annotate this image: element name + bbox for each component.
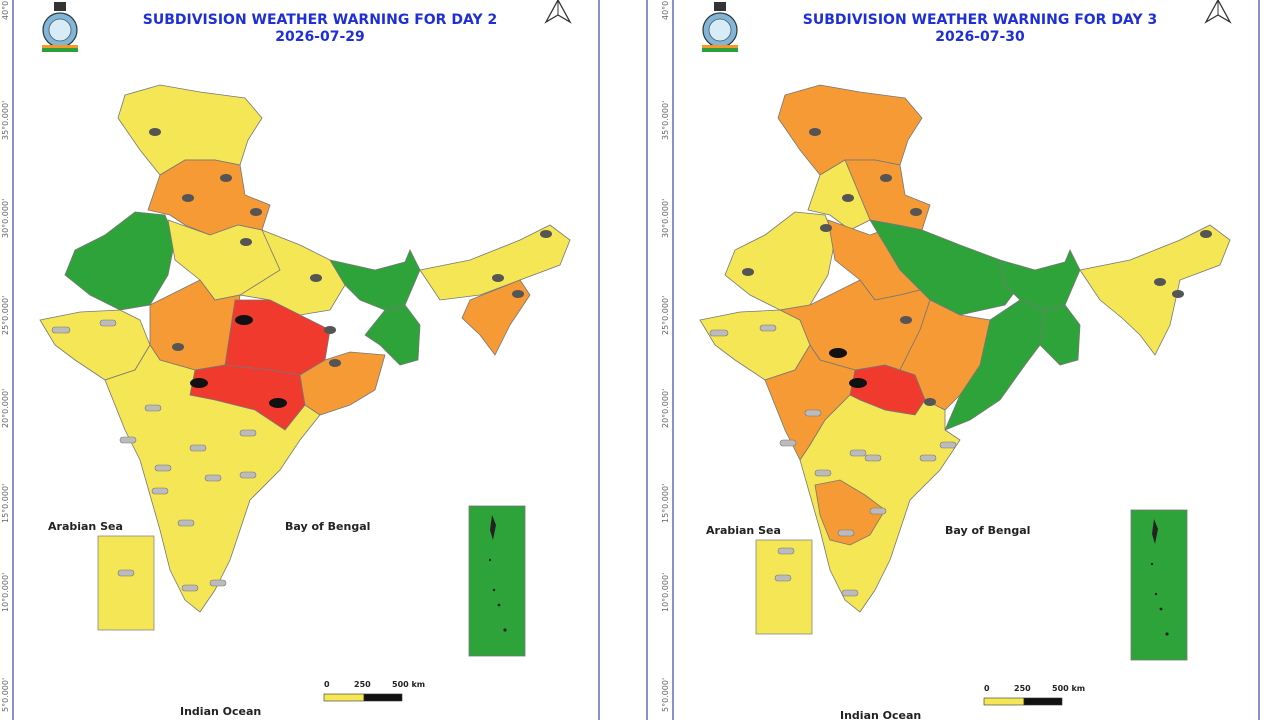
map-panel-day3: SUBDIVISION WEATHER WARNING FOR DAY 3 20… — [660, 0, 1260, 720]
wind-icons — [709, 324, 957, 597]
region-west-bengal — [364, 304, 421, 366]
rain-cloud-icon — [182, 194, 194, 202]
region-bihar — [999, 249, 1081, 311]
rain-cloud-icon — [842, 194, 854, 202]
rain-cloud-icon — [310, 274, 322, 282]
rain-cloud-icon — [1154, 278, 1166, 286]
north-arrow-icon — [1204, 0, 1232, 24]
andaman-islands — [488, 515, 507, 632]
imd-emblem-icon — [702, 2, 738, 52]
panel-border-left — [12, 0, 14, 720]
lat-label: 40°0.000' — [661, 0, 670, 20]
rain-cloud-icon — [1200, 230, 1212, 238]
label-bay-of-bengal: Bay of Bengal — [285, 520, 371, 533]
label-indian-ocean: Indian Ocean — [180, 705, 262, 718]
region-uttar-pradesh — [238, 229, 346, 316]
imd-emblem-icon — [42, 2, 78, 52]
map-canvas-day3 — [699, 0, 1232, 706]
map-title: SUBDIVISION WEATHER WARNING FOR DAY 3 20… — [770, 12, 1190, 46]
title-date: 2026-07-29 — [275, 29, 365, 45]
rain-cloud-icon — [250, 208, 262, 216]
rain-cloud-icon — [324, 326, 336, 334]
title-text: SUBDIVISION WEATHER WARNING FOR DAY 3 — [802, 12, 1158, 28]
label-arabian-sea: Arabian Sea — [48, 520, 123, 533]
scale-bar — [983, 697, 1063, 706]
region-west-rajasthan — [724, 211, 836, 311]
lat-label: 35°0.000' — [661, 100, 670, 140]
lat-label: 10°0.000' — [1, 572, 10, 612]
andaman-inset — [468, 505, 526, 657]
rain-cloud-icon — [149, 128, 161, 136]
rain-cloud-icon — [900, 316, 912, 324]
rain-cloud-icon — [820, 224, 832, 232]
lat-label: 25°0.000' — [1, 295, 10, 335]
rain-cloud-icon — [809, 128, 821, 136]
rain-cloud-icon — [910, 208, 922, 216]
andaman-inset — [1130, 509, 1188, 661]
region-west-rajasthan — [64, 211, 176, 311]
rain-cloud-icon — [540, 230, 552, 238]
label-indian-ocean: Indian Ocean — [840, 709, 922, 720]
panel-border-right — [598, 0, 600, 720]
lat-label: 30°0.000' — [1, 198, 10, 238]
lat-label: 40°0.000' — [1, 0, 10, 20]
lat-label: 30°0.000' — [661, 198, 670, 238]
rain-cloud-icon — [512, 290, 524, 298]
panel-gutter — [640, 0, 660, 720]
region-northeast — [419, 224, 571, 301]
lat-label: 5°0.000' — [1, 677, 10, 712]
scale-mid: 250 — [1014, 684, 1031, 693]
rain-cloud-icon — [880, 174, 892, 182]
scale-mid: 250 — [354, 680, 371, 689]
region-northeast-south — [461, 279, 531, 356]
lat-label: 15°0.000' — [1, 483, 10, 523]
rain-cloud-icon — [742, 268, 754, 276]
rain-cloud-icon — [492, 274, 504, 282]
title-text: SUBDIVISION WEATHER WARNING FOR DAY 2 — [142, 12, 498, 28]
rain-cloud-icon — [220, 174, 232, 182]
andaman-islands — [1150, 519, 1169, 636]
region-bihar — [329, 249, 421, 311]
label-bay-of-bengal: Bay of Bengal — [945, 524, 1031, 537]
map-canvas-day2 — [39, 0, 572, 702]
map-panel-day2: SUBDIVISION WEATHER WARNING FOR DAY 2 20… — [0, 0, 600, 720]
rain-cloud-icon — [329, 359, 341, 367]
rain-cloud-icon — [240, 238, 252, 246]
region-gujarat — [699, 309, 811, 381]
lat-label: 20°0.000' — [661, 388, 670, 428]
lat-label: 15°0.000' — [661, 483, 670, 523]
region-gujarat — [39, 309, 151, 381]
scale-zero: 0 — [984, 684, 990, 693]
lat-label: 25°0.000' — [661, 295, 670, 335]
lakshadweep-inset — [97, 535, 155, 631]
label-arabian-sea: Arabian Sea — [706, 524, 781, 537]
rain-cloud-icon — [1172, 290, 1184, 298]
title-date: 2026-07-30 — [935, 29, 1025, 45]
wind-icons — [51, 319, 257, 592]
rain-cloud-icons — [742, 128, 1212, 406]
region-peninsula — [799, 394, 961, 613]
map-title: SUBDIVISION WEATHER WARNING FOR DAY 2 20… — [110, 12, 530, 46]
lat-label: 20°0.000' — [1, 388, 10, 428]
rain-cloud-icons — [149, 128, 552, 408]
lat-label: 5°0.000' — [661, 677, 670, 712]
rain-cloud-icon — [172, 343, 184, 351]
lat-label: 10°0.000' — [661, 572, 670, 612]
region-karnataka-coast — [814, 479, 886, 546]
region-uttar-pradesh — [869, 219, 1021, 316]
lakshadweep-inset — [755, 539, 813, 635]
panel-border-right — [1258, 0, 1260, 720]
region-northeast — [1079, 224, 1231, 356]
rain-cloud-icon — [924, 398, 936, 406]
panel-border-left — [672, 0, 674, 720]
scale-end: 500 km — [392, 680, 426, 689]
scale-zero: 0 — [324, 680, 330, 689]
lat-label: 35°0.000' — [1, 100, 10, 140]
north-arrow-icon — [544, 0, 572, 24]
scale-end: 500 km — [1052, 684, 1086, 693]
scale-bar — [323, 693, 403, 702]
